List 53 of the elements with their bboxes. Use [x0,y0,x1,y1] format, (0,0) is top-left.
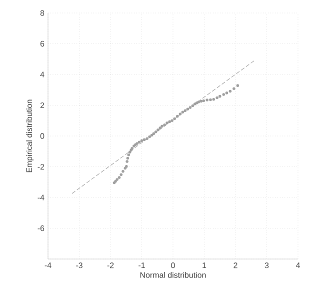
point [188,106,192,109]
point [138,140,141,144]
point [200,100,203,103]
point [160,124,164,128]
point [140,139,144,142]
point [181,110,184,114]
point [116,178,118,181]
point [186,108,190,110]
point [142,138,146,142]
point [126,156,130,160]
point [134,143,137,146]
point [222,93,226,96]
point [193,102,196,106]
point [216,96,218,100]
point [225,92,228,94]
point [218,94,222,98]
point [173,117,176,120]
point [209,98,212,102]
point [178,112,182,116]
point [146,137,148,140]
point [212,98,216,101]
point [136,142,138,145]
point [197,100,200,104]
point [128,150,132,154]
point [122,170,124,173]
point [126,160,128,163]
point [184,109,187,112]
point [206,98,208,102]
point [154,130,158,134]
point [148,135,151,138]
point [176,114,179,118]
point [127,154,130,156]
point [132,144,136,148]
point [130,148,133,152]
point [124,166,127,170]
point [170,119,174,122]
point [120,173,123,176]
point [228,90,232,93]
point [236,84,240,87]
point [156,128,160,132]
point [125,165,128,168]
point [163,124,166,126]
point [152,132,156,136]
point [202,99,206,102]
point [158,126,162,130]
point [166,122,168,124]
point [130,147,134,150]
point [232,87,236,90]
point [150,134,154,137]
point [118,176,121,179]
point [195,102,198,104]
point [191,104,194,108]
point [168,120,171,124]
